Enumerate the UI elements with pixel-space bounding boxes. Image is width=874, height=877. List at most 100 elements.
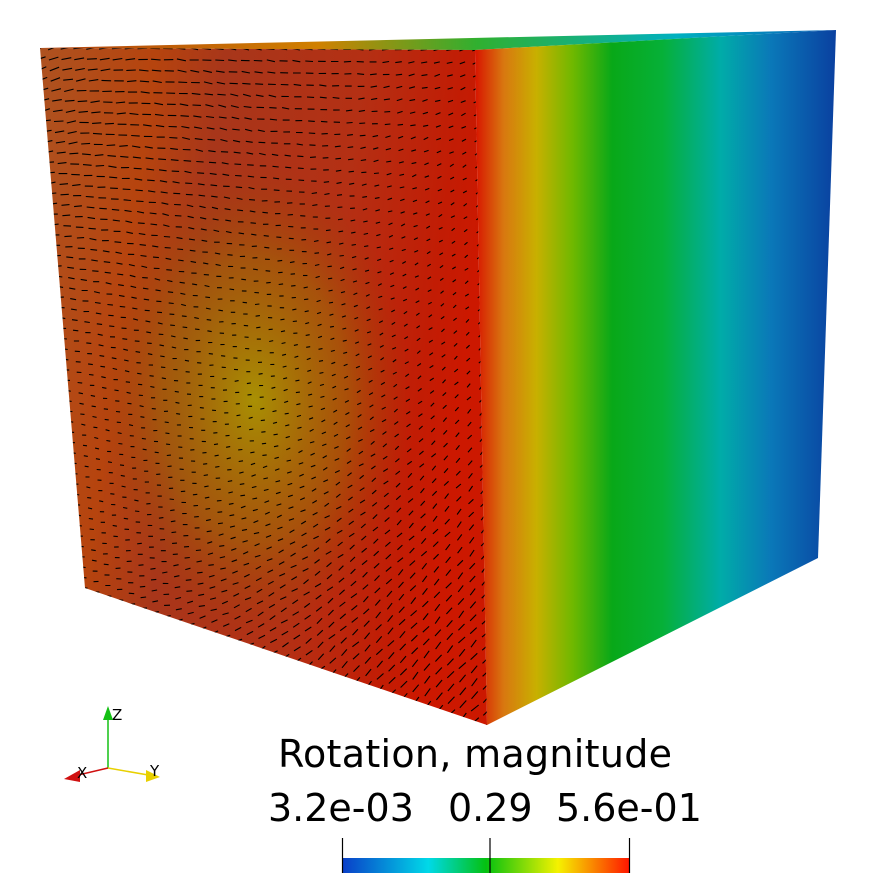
- vector-glyph: [289, 541, 296, 545]
- vector-glyph: [458, 662, 467, 670]
- vector-glyph: [377, 271, 382, 274]
- vector-glyph: [88, 79, 99, 82]
- vector-glyph: [362, 584, 369, 590]
- vector-glyph: [280, 330, 286, 333]
- vector-glyph: [292, 622, 300, 628]
- vector-glyph: [358, 438, 363, 442]
- vector-glyph: [252, 497, 258, 500]
- vector-glyph: [461, 125, 467, 129]
- vector-glyph: [299, 485, 305, 489]
- vector-glyph: [419, 463, 425, 468]
- vector-glyph: [424, 187, 430, 191]
- vector-glyph: [447, 87, 453, 90]
- vector-glyph: [341, 315, 346, 318]
- vector-glyph: [271, 398, 277, 401]
- vector-glyph: [159, 169, 167, 172]
- vector-glyph: [112, 219, 120, 222]
- vector-glyph: [112, 367, 118, 371]
- vector-glyph: [247, 175, 255, 178]
- vector-glyph: [112, 524, 118, 527]
- vector-glyph: [383, 85, 390, 89]
- vector-glyph: [314, 252, 320, 254]
- vector-glyph: [315, 287, 321, 291]
- vector-glyph: [219, 556, 226, 559]
- vector-glyph: [421, 575, 428, 583]
- vector-glyph: [312, 204, 318, 207]
- vector-glyph: [418, 425, 423, 430]
- vector-glyph: [91, 259, 98, 262]
- vector-glyph: [424, 162, 429, 166]
- vector-glyph: [300, 520, 307, 525]
- vector-glyph: [347, 472, 352, 477]
- vector-glyph: [200, 228, 207, 231]
- vector-glyph: [310, 452, 315, 456]
- vector-glyph: [443, 442, 448, 448]
- vector-glyph: [256, 588, 263, 593]
- vector-glyph: [141, 265, 148, 269]
- vector-glyph: [136, 210, 145, 214]
- vector-glyph: [209, 172, 217, 175]
- vector-glyph: [407, 472, 413, 478]
- vector-glyph: [434, 86, 441, 90]
- vector-glyph: [205, 307, 211, 310]
- vector-glyph: [352, 280, 358, 283]
- vector-glyph: [417, 375, 422, 380]
- vector-glyph: [342, 327, 347, 330]
- vector-glyph: [183, 337, 188, 340]
- vector-glyph: [409, 111, 416, 114]
- vector-glyph: [276, 514, 282, 518]
- vector-glyph: [194, 317, 199, 320]
- vector-glyph: [187, 611, 194, 615]
- vector-glyph: [445, 607, 453, 615]
- vector-glyph: [292, 599, 299, 605]
- vector-glyph: [199, 217, 207, 220]
- vector-glyph: [396, 532, 403, 538]
- vector-glyph: [463, 216, 468, 220]
- vector-glyph: [269, 118, 278, 121]
- vector-glyph: [402, 298, 408, 302]
- vector-glyph: [304, 310, 309, 313]
- vector-glyph: [94, 436, 99, 440]
- vector-glyph: [339, 613, 347, 620]
- vector-glyph: [399, 173, 405, 176]
- vector-glyph: [347, 146, 354, 149]
- vector-glyph: [343, 363, 348, 367]
- vector-glyph: [409, 560, 416, 566]
- vector-glyph: [175, 401, 180, 404]
- vector-glyph: [296, 143, 303, 146]
- vector-glyph: [387, 197, 393, 201]
- vector-glyph: [314, 570, 321, 576]
- x-axis-label: X: [77, 764, 87, 782]
- vector-glyph: [435, 667, 443, 675]
- vector-glyph: [391, 321, 396, 325]
- vector-glyph: [469, 627, 478, 635]
- vector-glyph: [176, 58, 187, 62]
- vector-glyph: [416, 325, 421, 329]
- vector-glyph: [257, 623, 265, 628]
- vector-glyph: [255, 315, 260, 317]
- vector-glyph: [227, 254, 233, 256]
- vector-glyph: [167, 291, 174, 293]
- vector-glyph: [460, 100, 466, 104]
- vector-glyph: [310, 464, 316, 468]
- vector-glyph: [341, 649, 348, 657]
- vector-glyph: [161, 377, 167, 380]
- vector-glyph: [450, 189, 455, 193]
- vector-glyph: [93, 291, 101, 294]
- vector-glyph: [317, 323, 322, 327]
- colorbar-min-label: 3.2e-03: [268, 786, 414, 830]
- vector-glyph: [124, 370, 130, 373]
- vector-glyph: [211, 206, 219, 210]
- vector-glyph: [396, 85, 403, 89]
- vector-glyph: [434, 99, 441, 102]
- vector-glyph: [365, 294, 370, 297]
- vector-glyph: [341, 303, 346, 306]
- vector-glyph: [71, 452, 76, 454]
- vector-glyph: [255, 94, 264, 97]
- vector-glyph: [217, 93, 226, 96]
- vector-glyph: [396, 507, 402, 513]
- vector-glyph: [375, 611, 382, 619]
- vector-glyph: [327, 597, 334, 604]
- vector-glyph: [214, 454, 219, 457]
